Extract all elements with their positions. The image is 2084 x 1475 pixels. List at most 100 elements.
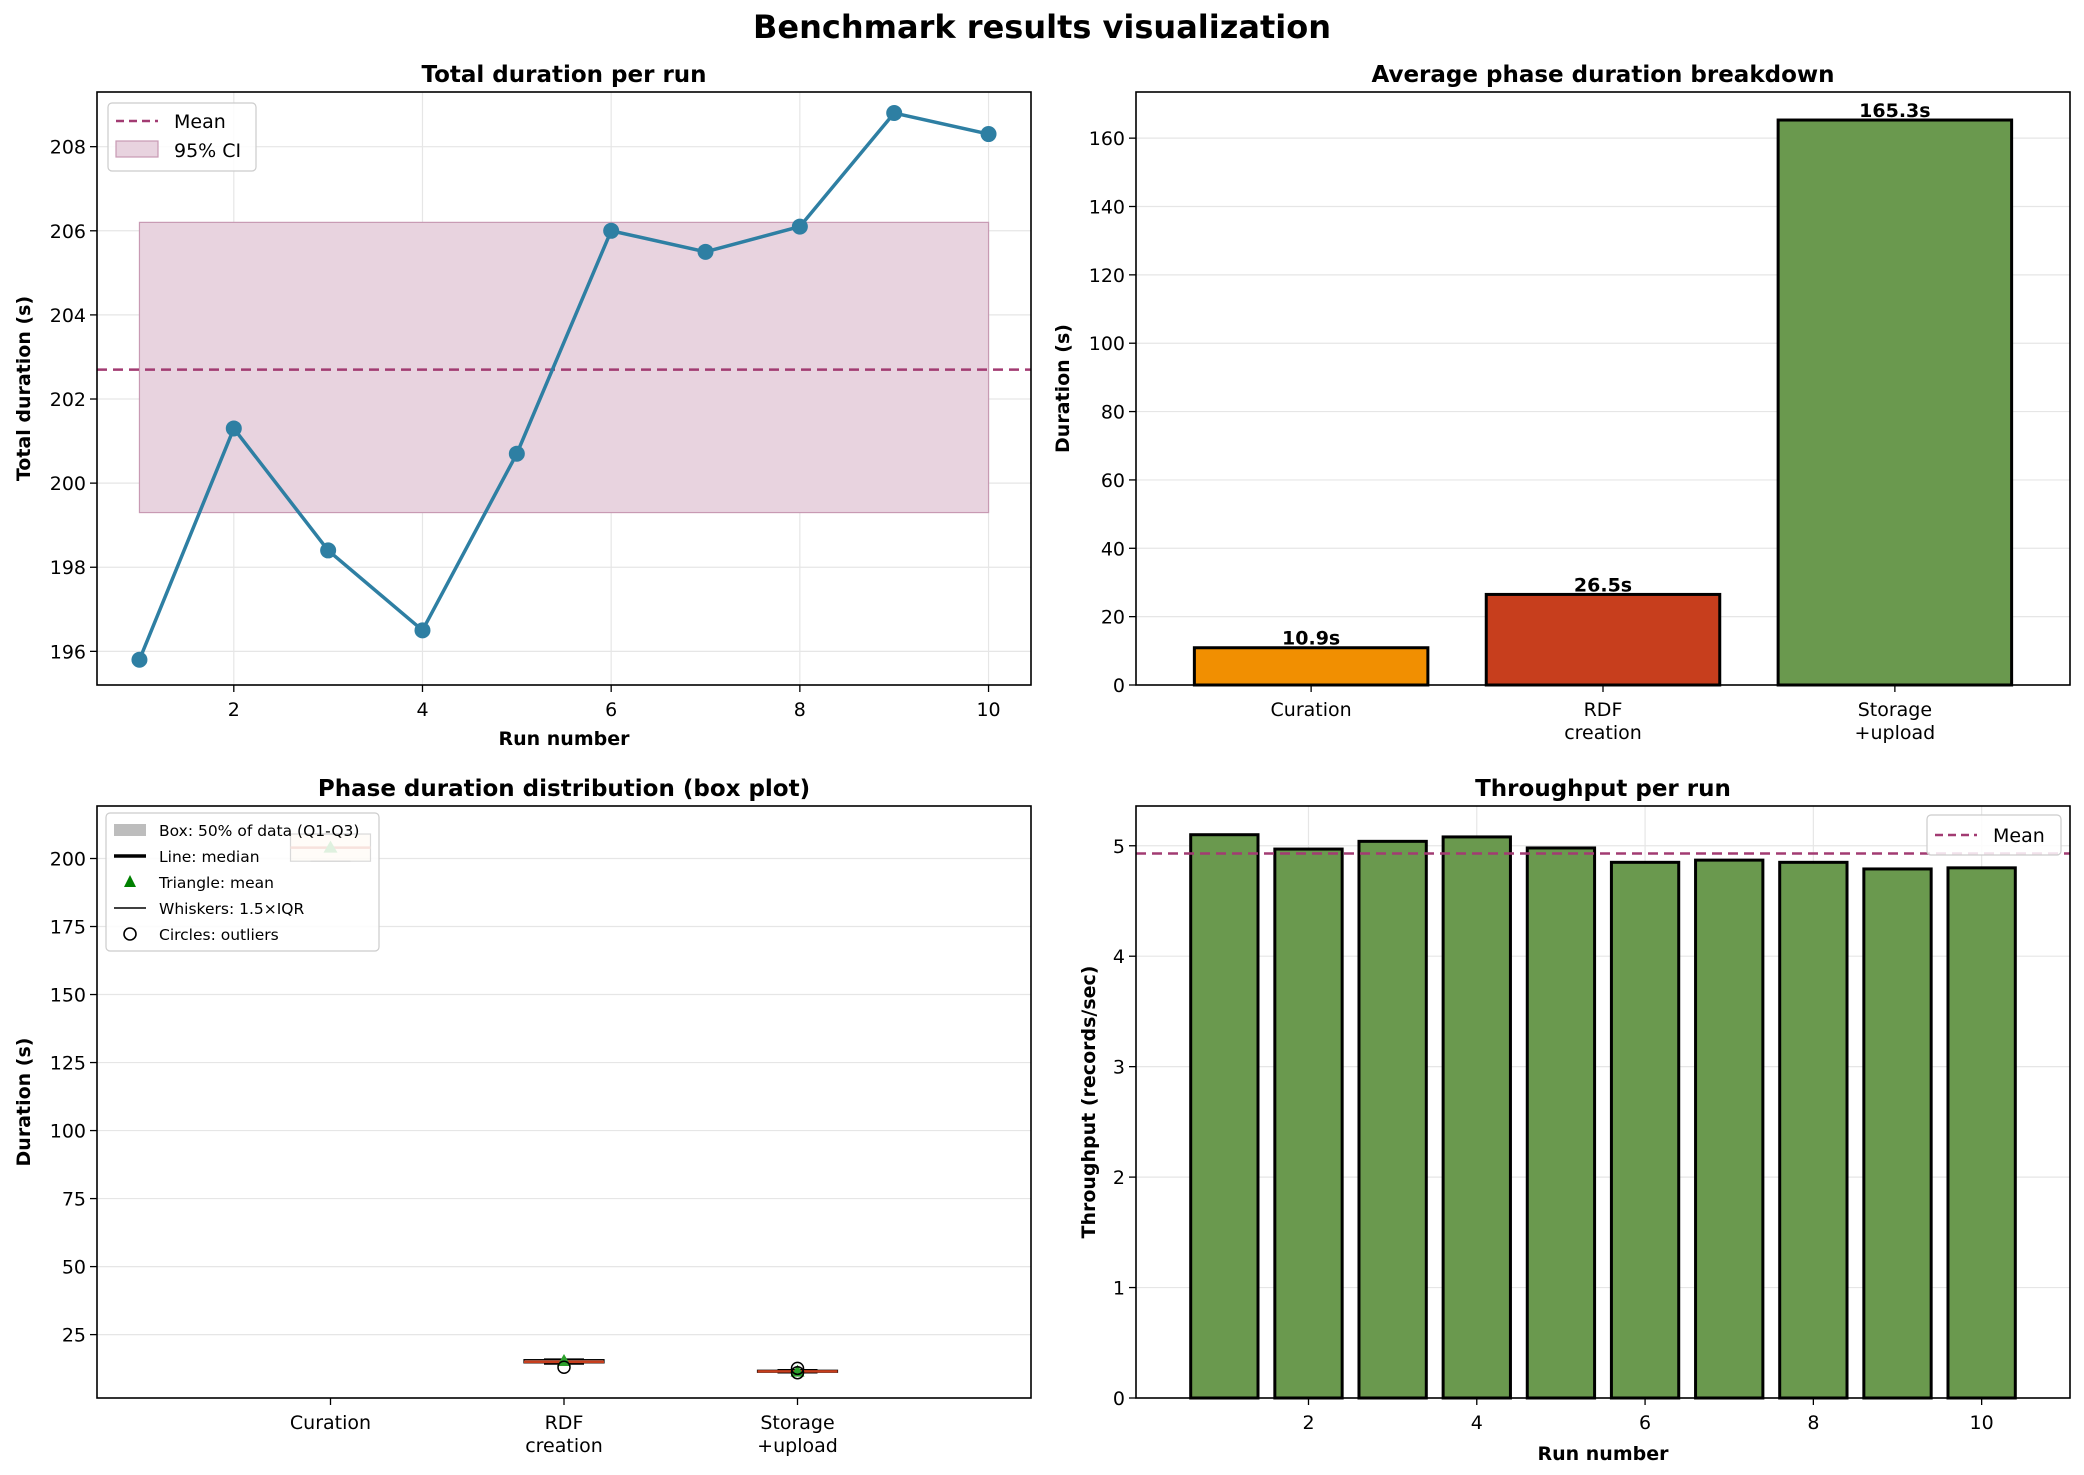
chart3-ytick-label-3: 100 [50, 1121, 86, 1143]
chart2-ytick-label-0: 0 [1113, 675, 1125, 697]
chart2-ytick-label-1: 20 [1101, 607, 1125, 629]
legend-entry-label: Line: median [159, 848, 260, 866]
chart4-ytick-label-1: 1 [1113, 1278, 1125, 1300]
bar-value-label: 26.5s [1574, 574, 1632, 596]
chart4-xlabel: Run number [1537, 1443, 1669, 1465]
chart3-ytick-label-2: 75 [62, 1189, 86, 1211]
bar [1609, 860, 1681, 1400]
legend-entry-label: Circles: outliers [159, 926, 279, 944]
bar [1776, 118, 2014, 687]
chart2-ytick-label-2: 40 [1101, 538, 1125, 560]
legend-ci-label: 95% CI [174, 140, 241, 162]
data-point [886, 105, 903, 122]
chart4-ytick-label-4: 4 [1113, 946, 1125, 968]
data-point [131, 651, 148, 668]
chart2-ytick-label-7: 140 [1089, 196, 1125, 218]
data-point [697, 243, 714, 260]
chart4-axes-frame [1135, 805, 2071, 1399]
legend-ci-swatch [115, 140, 159, 158]
legend-box [1926, 814, 2062, 856]
chart1-ytick-label-5: 206 [50, 221, 86, 243]
bar [1694, 858, 1765, 1400]
bar [1525, 846, 1597, 1400]
bar-value-label: 165.3s [1859, 100, 1930, 122]
bar [1192, 646, 1430, 687]
chart1-ytick-label-4: 204 [50, 305, 86, 327]
chart1-ytick-label-2: 200 [50, 473, 86, 495]
data-point [320, 542, 337, 559]
legend-mean-label: Mean [174, 111, 226, 133]
bar [1357, 839, 1428, 1400]
chart3-category-label-0: Curation [290, 1412, 371, 1434]
bar [1189, 833, 1260, 1400]
chart2-ytick-label-4: 80 [1101, 402, 1125, 424]
series-line [137, 111, 989, 661]
legend-box-swatch [114, 824, 146, 836]
chart3-ytick-label-6: 175 [50, 917, 86, 939]
bar [1273, 847, 1344, 1400]
chart4-ytick-label-2: 2 [1113, 1167, 1125, 1189]
chart4-xtick-label-0: 2 [1302, 1412, 1314, 1434]
chart4-xtick-label-2: 6 [1639, 1412, 1651, 1434]
chart1-xtick-label-4: 10 [976, 699, 1000, 721]
chart3-ylabel: Duration (s) [13, 1038, 35, 1167]
legend-mean-label: Mean [1993, 825, 2045, 847]
chart4-xtick-label-3: 8 [1807, 1412, 1819, 1434]
data-point [508, 445, 525, 462]
data-point [414, 622, 431, 639]
chart2-ytick-label-3: 60 [1101, 470, 1125, 492]
chart3-ytick-label-4: 125 [50, 1053, 86, 1075]
chart2-ytick-label-5: 100 [1089, 333, 1125, 355]
chart1-xtick-label-0: 2 [228, 699, 240, 721]
chart3-category-label-1: RDF creation [525, 1412, 603, 1457]
box-outlier [557, 1360, 571, 1375]
ci-band [138, 221, 990, 514]
chart2-category-label-2: Storage +upload [1855, 699, 1936, 744]
box-outlier [790, 1365, 805, 1380]
chart1-axes-frame [96, 91, 1032, 686]
legend-outlier-swatch [123, 927, 137, 941]
chart4-ytick-label-5: 5 [1113, 836, 1125, 858]
bar [1441, 835, 1512, 1400]
chart1-ylabel: Total duration (s) [13, 296, 35, 481]
bar-value-label: 10.9s [1282, 628, 1340, 650]
chart2-category-label-1: RDF creation [1564, 699, 1642, 744]
chart1-ytick-label-3: 202 [50, 389, 86, 411]
chart2-ylabel: Duration (s) [1052, 324, 1074, 453]
chart3-category-label-2: Storage +upload [757, 1412, 838, 1457]
bar [1484, 592, 1722, 687]
chart1-ytick-label-6: 208 [50, 137, 86, 159]
data-point [980, 126, 997, 143]
chart1-xtick-label-2: 6 [605, 699, 617, 721]
chart4-ytick-label-3: 3 [1113, 1057, 1125, 1079]
chart3-ytick-label-7: 200 [50, 849, 86, 871]
chart2-title: Average phase duration breakdown [1371, 62, 1834, 88]
box-outlier [790, 1361, 805, 1376]
data-point [791, 218, 808, 235]
chart2-category-label-0: Curation [1271, 699, 1352, 721]
chart3-ytick-label-1: 50 [62, 1257, 86, 1279]
legend-box [105, 812, 380, 952]
chart2-ytick-label-6: 120 [1089, 265, 1125, 287]
data-point [603, 222, 620, 239]
legend-entry-label: Box: 50% of data (Q1-Q3) [159, 822, 359, 840]
chart4-xtick-label-1: 4 [1471, 1412, 1483, 1434]
figure-title: Benchmark results visualization [753, 8, 1331, 46]
chart3-ytick-label-0: 25 [62, 1325, 86, 1347]
chart1-xtick-label-1: 4 [416, 699, 428, 721]
chart3-ytick-label-5: 150 [50, 985, 86, 1007]
bar [1946, 866, 2017, 1400]
chart4-ylabel: Throughput (records/sec) [1078, 965, 1100, 1238]
chart1-ytick-label-1: 198 [50, 557, 86, 579]
chart3-title: Phase duration distribution (box plot) [318, 776, 810, 802]
chart1-ytick-label-0: 196 [50, 641, 86, 663]
chart4-title: Throughput per run [1475, 776, 1731, 802]
chart1-title: Total duration per run [421, 62, 706, 88]
bar [1778, 860, 1849, 1400]
legend-triangle-swatch [124, 875, 136, 887]
